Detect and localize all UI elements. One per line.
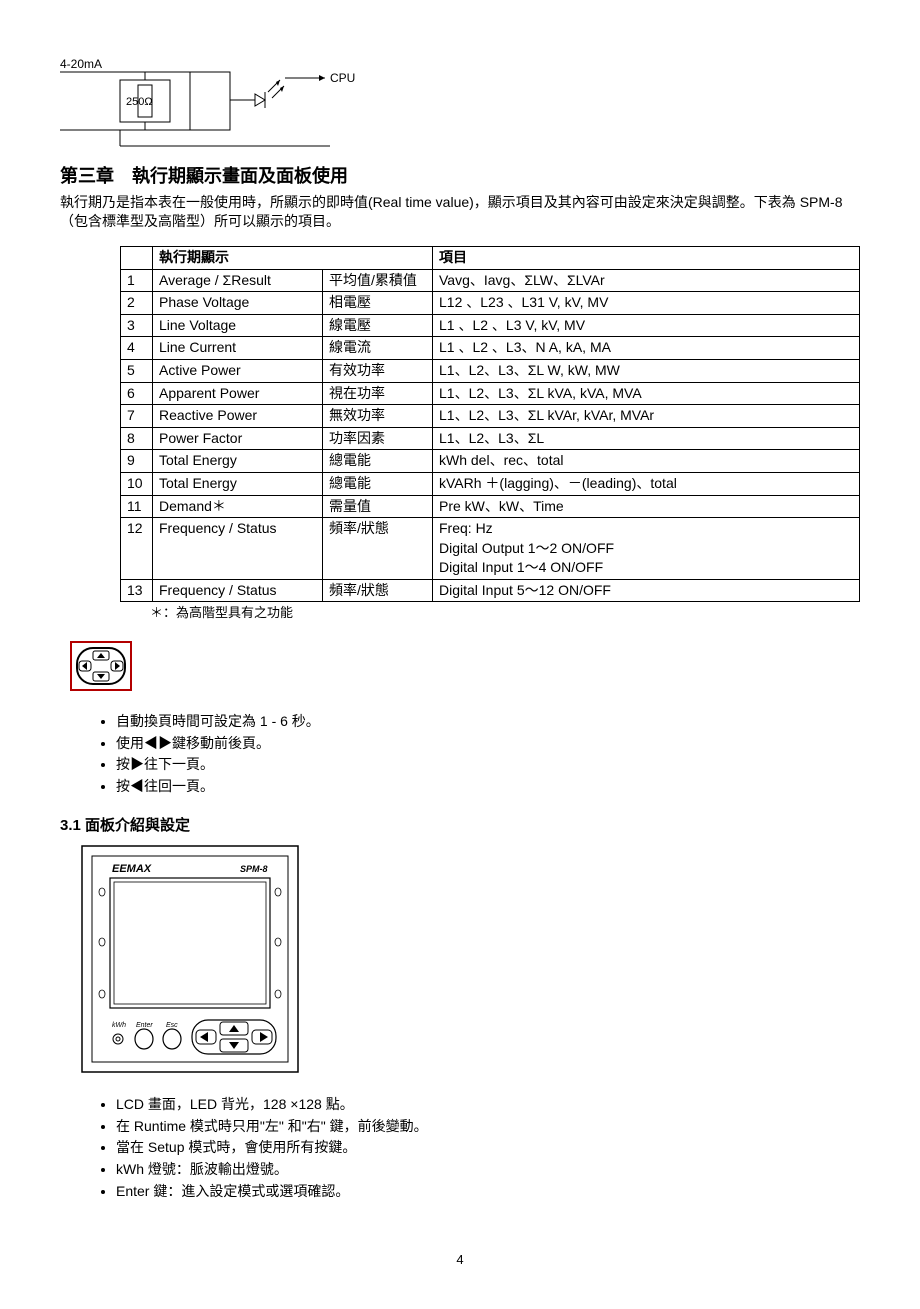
row-item: L1、L2、L3、ΣL — [433, 427, 860, 450]
list-item: 使用◀▶鍵移動前後頁。 — [116, 734, 860, 754]
row-item: Digital Input 5～12 ON/OFF — [433, 579, 860, 602]
row-chinese: 需量值 — [323, 495, 433, 518]
table-header-blank — [121, 246, 153, 269]
panel-enter-label: Enter — [136, 1022, 153, 1029]
row-chinese: 功率因素 — [323, 427, 433, 450]
row-number: 2 — [121, 292, 153, 315]
row-number: 8 — [121, 427, 153, 450]
display-items-table: 執行期顯示 項目 1Average / ΣResult平均值/累積值Vavg、I… — [120, 246, 860, 603]
row-number: 10 — [121, 472, 153, 495]
row-chinese: 頻率/狀態 — [323, 518, 433, 580]
row-chinese: 線電流 — [323, 337, 433, 360]
row-number: 4 — [121, 337, 153, 360]
row-english: Line Current — [153, 337, 323, 360]
row-number: 11 — [121, 495, 153, 518]
list-item: 自動換頁時間可設定為 1 - 6 秒。 — [116, 712, 860, 732]
row-english: Phase Voltage — [153, 292, 323, 315]
bullet-list-1: 自動換頁時間可設定為 1 - 6 秒。使用◀▶鍵移動前後頁。按▶往下一頁。按◀往… — [116, 712, 860, 796]
list-item: 當在 Setup 模式時，會使用所有按鍵。 — [116, 1138, 860, 1158]
row-number: 1 — [121, 269, 153, 292]
table-row: 6Apparent Power視在功率L1、L2、L3、ΣL kVA, kVA,… — [121, 382, 860, 405]
table-footnote: ＊：為高階型具有之功能 — [150, 604, 860, 622]
chapter-intro: 執行期乃是指本表在一般使用時，所顯示的即時值(Real time value)，… — [60, 193, 860, 232]
row-number: 9 — [121, 450, 153, 473]
row-chinese: 有效功率 — [323, 359, 433, 382]
label-resistor: 250Ω — [126, 96, 153, 108]
table-header-display: 執行期顯示 — [153, 246, 433, 269]
row-item: L1、L2、L3、ΣL W, kW, MW — [433, 359, 860, 382]
row-item: L1 、L2 、L3 V, kV, MV — [433, 314, 860, 337]
row-number: 6 — [121, 382, 153, 405]
row-english: Power Factor — [153, 427, 323, 450]
row-chinese: 頻率/狀態 — [323, 579, 433, 602]
row-item: Pre kW、kW、Time — [433, 495, 860, 518]
row-chinese: 無效功率 — [323, 405, 433, 428]
table-row: 1Average / ΣResult平均值/累積值Vavg、Iavg、ΣLW、Σ… — [121, 269, 860, 292]
row-english: Demand＊ — [153, 495, 323, 518]
label-420ma: 4-20mA — [60, 57, 102, 71]
table-row: 10Total Energy總電能kVARh ＋(lagging)、－(lead… — [121, 472, 860, 495]
row-chinese: 總電能 — [323, 472, 433, 495]
row-item: L1 、L2 、L3、N A, kA, MA — [433, 337, 860, 360]
row-item: L1、L2、L3、ΣL kVAr, kVAr, MVAr — [433, 405, 860, 428]
row-chinese: 線電壓 — [323, 314, 433, 337]
table-row: 5Active Power有效功率L1、L2、L3、ΣL W, kW, MW — [121, 359, 860, 382]
row-number: 5 — [121, 359, 153, 382]
table-row: 11Demand＊需量值Pre kW、kW、Time — [121, 495, 860, 518]
row-chinese: 相電壓 — [323, 292, 433, 315]
row-english: Total Energy — [153, 472, 323, 495]
panel-esc-label: Esc — [166, 1022, 178, 1029]
row-english: Line Voltage — [153, 314, 323, 337]
row-chinese: 總電能 — [323, 450, 433, 473]
row-chinese: 視在功率 — [323, 382, 433, 405]
panel-kwh-label: kWh — [112, 1022, 126, 1029]
table-row: 3Line Voltage線電壓L1 、L2 、L3 V, kV, MV — [121, 314, 860, 337]
row-number: 12 — [121, 518, 153, 580]
table-row: 8Power Factor功率因素L1、L2、L3、ΣL — [121, 427, 860, 450]
table-row: 9Total Energy總電能kWh del、rec、total — [121, 450, 860, 473]
row-item: Freq: Hz Digital Output 1～2 ON/OFF Digit… — [433, 518, 860, 580]
table-row: 13Frequency / Status頻率/狀態Digital Input 5… — [121, 579, 860, 602]
list-item: Enter 鍵：進入設定模式或選項確認。 — [116, 1182, 860, 1202]
panel-figure: EEMAX SPM-8 kWh Enter Esc — [80, 844, 860, 1080]
row-english: Reactive Power — [153, 405, 323, 428]
list-item: LCD 畫面，LED 背光，128 ×128 點。 — [116, 1095, 860, 1115]
row-item: kVARh ＋(lagging)、－(leading)、total — [433, 472, 860, 495]
row-english: Apparent Power — [153, 382, 323, 405]
chapter-title: 第三章 執行期顯示畫面及面板使用 — [60, 164, 860, 189]
row-english: Average / ΣResult — [153, 269, 323, 292]
row-number: 13 — [121, 579, 153, 602]
list-item: kWh 燈號：脈波輸出燈號。 — [116, 1160, 860, 1180]
table-row: 2Phase Voltage相電壓L12 、L23 、L31 V, kV, MV — [121, 292, 860, 315]
row-item: kWh del、rec、total — [433, 450, 860, 473]
label-cpu: CPU — [330, 71, 355, 85]
bullet-list-2: LCD 畫面，LED 背光，128 ×128 點。在 Runtime 模式時只用… — [116, 1095, 860, 1201]
row-item: L1、L2、L3、ΣL kVA, kVA, MVA — [433, 382, 860, 405]
section-3-1-title: 3.1 面板介紹與設定 — [60, 815, 860, 836]
row-english: Active Power — [153, 359, 323, 382]
table-row: 4Line Current線電流L1 、L2 、L3、N A, kA, MA — [121, 337, 860, 360]
table-row: 7Reactive Power無效功率L1、L2、L3、ΣL kVAr, kVA… — [121, 405, 860, 428]
row-chinese: 平均值/累積值 — [323, 269, 433, 292]
keypad-icon — [70, 641, 860, 697]
list-item: 在 Runtime 模式時只用"左" 和"右" 鍵，前後變動。 — [116, 1117, 860, 1137]
circuit-diagram: 4-20mA 250Ω CPU — [60, 50, 860, 156]
row-item: Vavg、Iavg、ΣLW、ΣLVAr — [433, 269, 860, 292]
row-english: Frequency / Status — [153, 518, 323, 580]
panel-model: SPM-8 — [240, 864, 268, 874]
row-number: 7 — [121, 405, 153, 428]
row-english: Total Energy — [153, 450, 323, 473]
row-item: L12 、L23 、L31 V, kV, MV — [433, 292, 860, 315]
page-number: 4 — [60, 1251, 860, 1269]
table-row: 12Frequency / Status頻率/狀態Freq: Hz Digita… — [121, 518, 860, 580]
row-number: 3 — [121, 314, 153, 337]
row-english: Frequency / Status — [153, 579, 323, 602]
table-header-items: 項目 — [433, 246, 860, 269]
panel-brand: EEMAX — [112, 863, 152, 875]
list-item: 按◀往回一頁。 — [116, 777, 860, 797]
list-item: 按▶往下一頁。 — [116, 755, 860, 775]
